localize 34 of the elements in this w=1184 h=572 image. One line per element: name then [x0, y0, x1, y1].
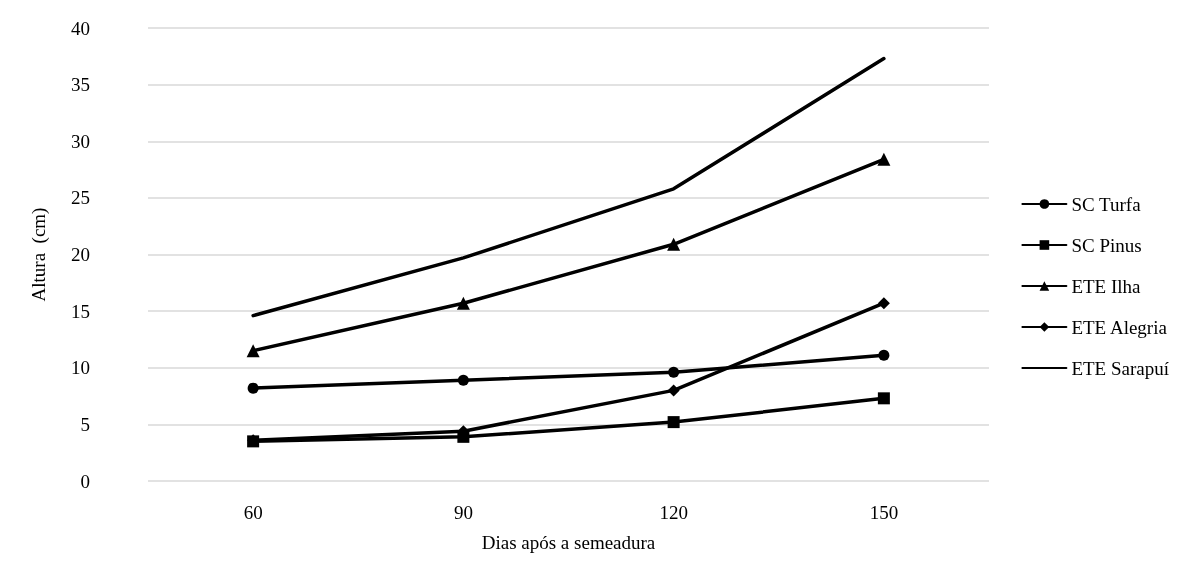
- line-series: [251, 56, 886, 318]
- point: [668, 366, 680, 378]
- point: [246, 344, 260, 358]
- point: [457, 374, 469, 386]
- point: [667, 384, 680, 397]
- point: [667, 237, 681, 251]
- point: [878, 349, 890, 361]
- y-tick-label: 10: [71, 357, 90, 379]
- x-axis-title: Dias após a semeadura: [481, 532, 656, 553]
- point: [456, 296, 470, 310]
- legend-label: ETE Sarapuí: [1071, 357, 1170, 379]
- point: [877, 152, 891, 166]
- point: [667, 416, 680, 429]
- point: [877, 392, 890, 405]
- y-tick-label: 5: [80, 413, 90, 435]
- point: [877, 297, 890, 310]
- legend-label: SC Pinus: [1071, 234, 1142, 256]
- legend-label: ETE Alegria: [1071, 316, 1168, 338]
- y-tick-label: 25: [71, 187, 90, 209]
- legend-label: SC Turfa: [1071, 193, 1142, 215]
- x-tick-label: 120: [659, 502, 688, 523]
- y-axis-title: Altura (cm): [28, 207, 50, 302]
- legend-label: ETE Ilha: [1071, 275, 1142, 297]
- x-tick-label: 90: [453, 502, 473, 523]
- y-tick-label: 40: [71, 17, 90, 39]
- x-tick-label: 150: [869, 502, 899, 523]
- y-tick-label: 0: [80, 470, 90, 492]
- point: [457, 430, 470, 443]
- y-tick-label: 15: [71, 300, 90, 322]
- y-tick-label: 35: [71, 74, 90, 96]
- y-tick-label: 30: [71, 130, 90, 152]
- y-tick-label: 20: [71, 244, 90, 265]
- point: [247, 382, 259, 394]
- x-tick-label: 60: [243, 502, 263, 523]
